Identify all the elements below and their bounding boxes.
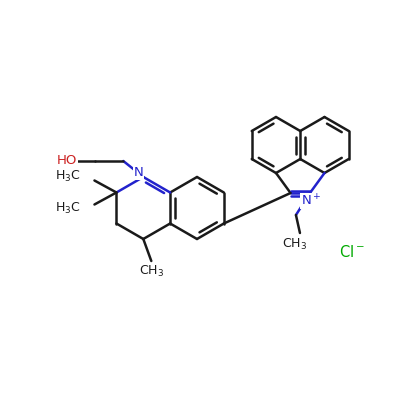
Text: N: N <box>134 166 143 180</box>
Text: CH$_3$: CH$_3$ <box>282 236 308 252</box>
Text: Cl$^-$: Cl$^-$ <box>339 244 365 260</box>
Text: HO: HO <box>57 154 78 168</box>
Text: H$_3$C: H$_3$C <box>55 201 80 216</box>
Text: N$^+$: N$^+$ <box>301 193 321 209</box>
Text: CH$_3$: CH$_3$ <box>139 264 164 278</box>
Text: H$_3$C: H$_3$C <box>55 169 80 184</box>
